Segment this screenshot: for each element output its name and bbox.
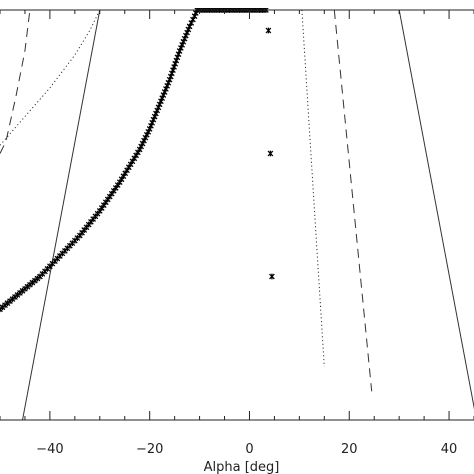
- series-line-dashed-right: [333, 9, 373, 392]
- axes: −40 −20 0 20 40: [0, 9, 474, 457]
- x-tick-label: 40: [441, 442, 458, 457]
- data-marker: [265, 27, 272, 34]
- x-tick-label: −20: [136, 442, 163, 457]
- marker-series: [265, 27, 275, 280]
- series-line-dotted-left: [0, 9, 101, 146]
- x-tick-label: 20: [341, 442, 358, 457]
- data-marker: [269, 273, 275, 280]
- x-tick-label: −40: [36, 442, 63, 457]
- series-line-dotted-right: [301, 9, 325, 367]
- series-line-solid: [22, 9, 474, 421]
- x-tick-label: 0: [245, 442, 253, 457]
- marker-series: [0, 8, 269, 313]
- plot-area: [0, 8, 474, 421]
- x-axis-title: Alpha [deg]: [204, 460, 280, 474]
- data-marker: [267, 150, 274, 157]
